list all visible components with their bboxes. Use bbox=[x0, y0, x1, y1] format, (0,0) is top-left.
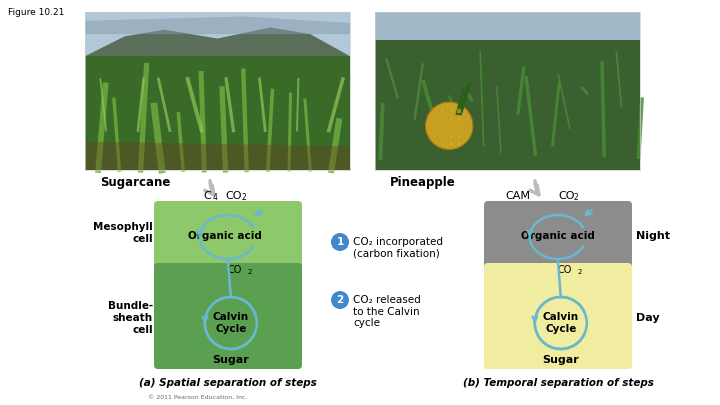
FancyBboxPatch shape bbox=[154, 263, 302, 369]
Text: CO: CO bbox=[228, 265, 242, 275]
Text: 2: 2 bbox=[241, 194, 246, 202]
Polygon shape bbox=[441, 134, 444, 138]
Polygon shape bbox=[85, 28, 350, 61]
Text: Organic acid: Organic acid bbox=[521, 231, 595, 241]
Text: © 2011 Pearson Education, Inc.: © 2011 Pearson Education, Inc. bbox=[148, 395, 248, 400]
Text: Night: Night bbox=[636, 231, 670, 241]
Text: 4: 4 bbox=[212, 194, 217, 202]
Polygon shape bbox=[85, 17, 350, 34]
Text: Sugar: Sugar bbox=[212, 355, 249, 365]
Polygon shape bbox=[449, 126, 453, 129]
Text: Sugarcane: Sugarcane bbox=[100, 176, 171, 189]
Polygon shape bbox=[449, 142, 453, 146]
Text: (b) Temporal separation of steps: (b) Temporal separation of steps bbox=[462, 378, 654, 388]
Polygon shape bbox=[433, 126, 436, 129]
Text: Mesophyll
cell: Mesophyll cell bbox=[94, 222, 153, 244]
Text: Day: Day bbox=[636, 313, 660, 323]
Polygon shape bbox=[85, 12, 350, 56]
Polygon shape bbox=[466, 117, 469, 121]
Polygon shape bbox=[466, 126, 469, 129]
Polygon shape bbox=[85, 56, 350, 170]
Polygon shape bbox=[441, 126, 444, 129]
Polygon shape bbox=[441, 142, 444, 146]
Text: CO: CO bbox=[558, 191, 575, 201]
Text: Organic acid: Organic acid bbox=[188, 231, 262, 241]
FancyBboxPatch shape bbox=[484, 201, 632, 271]
Bar bbox=[85, 12, 350, 170]
Text: C: C bbox=[204, 191, 211, 201]
Text: 2: 2 bbox=[574, 194, 579, 202]
FancyBboxPatch shape bbox=[154, 201, 302, 271]
Text: Sugar: Sugar bbox=[542, 355, 579, 365]
Text: 2: 2 bbox=[248, 269, 253, 275]
Text: CAM: CAM bbox=[505, 191, 530, 201]
Polygon shape bbox=[449, 134, 453, 138]
Polygon shape bbox=[457, 126, 461, 129]
Text: Calvin
Cycle: Calvin Cycle bbox=[543, 312, 579, 334]
Polygon shape bbox=[457, 117, 461, 121]
Polygon shape bbox=[375, 40, 640, 170]
Text: Pineapple: Pineapple bbox=[390, 176, 456, 189]
FancyBboxPatch shape bbox=[484, 263, 632, 369]
Circle shape bbox=[331, 291, 349, 309]
Bar bbox=[375, 12, 640, 170]
Text: CO₂ incorporated
(carbon fixation): CO₂ incorporated (carbon fixation) bbox=[353, 237, 443, 259]
Polygon shape bbox=[457, 134, 461, 138]
Circle shape bbox=[426, 102, 473, 149]
Polygon shape bbox=[433, 117, 436, 121]
Text: Figure 10.21: Figure 10.21 bbox=[8, 8, 64, 17]
Polygon shape bbox=[85, 142, 350, 170]
Text: 2: 2 bbox=[336, 295, 343, 305]
Circle shape bbox=[331, 233, 349, 251]
Text: Calvin
Cycle: Calvin Cycle bbox=[212, 312, 249, 334]
Polygon shape bbox=[375, 12, 640, 40]
Text: Bundle-
sheath
cell: Bundle- sheath cell bbox=[108, 301, 153, 335]
Polygon shape bbox=[466, 134, 469, 138]
Text: 1: 1 bbox=[336, 237, 343, 247]
Polygon shape bbox=[457, 109, 461, 113]
Polygon shape bbox=[441, 117, 444, 121]
Polygon shape bbox=[457, 142, 461, 146]
Text: CO₂ released
to the Calvin
cycle: CO₂ released to the Calvin cycle bbox=[353, 295, 420, 328]
Text: (a) Spatial separation of steps: (a) Spatial separation of steps bbox=[139, 378, 317, 388]
Text: CO: CO bbox=[558, 265, 572, 275]
Polygon shape bbox=[433, 134, 436, 138]
Polygon shape bbox=[449, 117, 453, 121]
Text: 2: 2 bbox=[578, 269, 582, 275]
Text: CO: CO bbox=[225, 191, 242, 201]
Polygon shape bbox=[441, 109, 444, 113]
Polygon shape bbox=[449, 109, 453, 113]
